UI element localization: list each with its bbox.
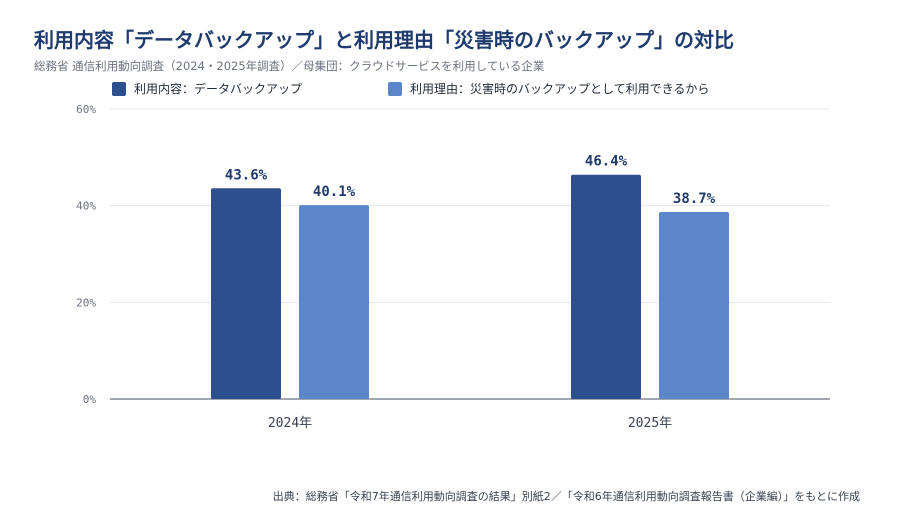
- bar-value-label: 40.1%: [313, 184, 356, 200]
- bar: [299, 205, 369, 399]
- bar-value-label: 38.7%: [673, 191, 716, 207]
- bar-value-label: 46.4%: [585, 154, 628, 170]
- legend-swatch-reason-disaster: [388, 81, 402, 96]
- source-note: 出典：総務省「令和7年通信利用動向調査の結果」別紙2／「令和6年通信利用動向調査…: [272, 490, 860, 503]
- y-tick-label: 40%: [76, 200, 96, 213]
- chart-subtitle: 総務省 通信利用動向調査（2024・2025年調査）／母集団：クラウドサービスを…: [34, 59, 545, 73]
- bar: [571, 174, 641, 399]
- x-tick-label: 2025年: [628, 416, 672, 431]
- bar: [211, 188, 281, 399]
- legend-item-usage-backup: 利用内容：データバックアップ: [112, 80, 302, 97]
- y-tick-label: 0%: [83, 393, 97, 406]
- x-tick-label: 2024年: [268, 416, 312, 431]
- y-tick-label: 60%: [76, 103, 96, 116]
- legend-label-reason-disaster: 利用理由：災害時のバックアップとして利用できるから: [410, 82, 710, 96]
- bar-value-label: 43.6%: [225, 167, 268, 183]
- bar: [659, 211, 729, 399]
- legend-label-usage-backup: 利用内容：データバックアップ: [134, 82, 303, 96]
- legend-swatch-usage-backup: [112, 81, 126, 96]
- legend-item-reason-disaster: 利用理由：災害時のバックアップとして利用できるから: [388, 80, 709, 97]
- y-tick-label: 20%: [76, 296, 96, 309]
- chart-title: 利用内容「データバックアップ」と利用理由「災害時のバックアップ」の対比: [34, 28, 734, 52]
